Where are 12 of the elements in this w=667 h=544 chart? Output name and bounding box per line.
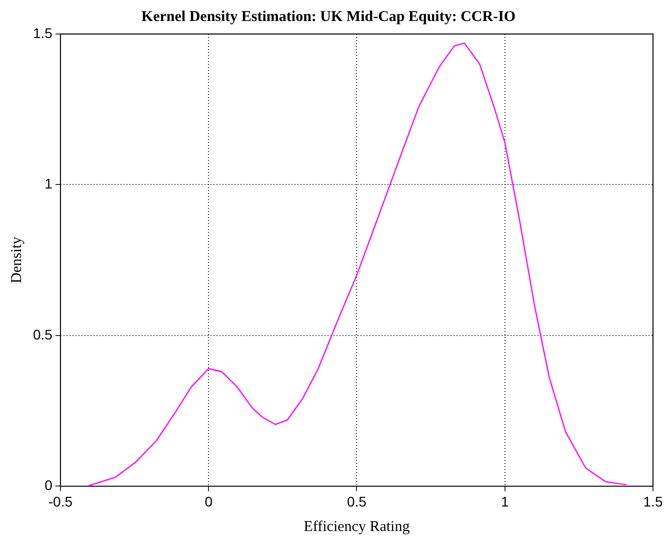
x-tick-label: 1.5: [643, 493, 663, 510]
y-tick-label: 1: [44, 176, 53, 192]
y-axis-title: Density: [8, 236, 25, 284]
x-tick-label: -0.5: [48, 493, 73, 510]
x-axis-title: Efficiency Rating: [304, 518, 410, 535]
x-tick-label: 0.5: [346, 493, 367, 510]
x-tick-label: 1: [500, 493, 509, 510]
chart-title: Kernel Density Estimation: UK Mid-Cap Equity: CCR-IO: [141, 8, 516, 25]
y-tick-label: 1.5: [32, 24, 53, 41]
y-tick-label: 0: [44, 477, 53, 494]
x-tick-label: 0: [204, 493, 213, 510]
y-tick-label: 0.5: [32, 326, 53, 342]
